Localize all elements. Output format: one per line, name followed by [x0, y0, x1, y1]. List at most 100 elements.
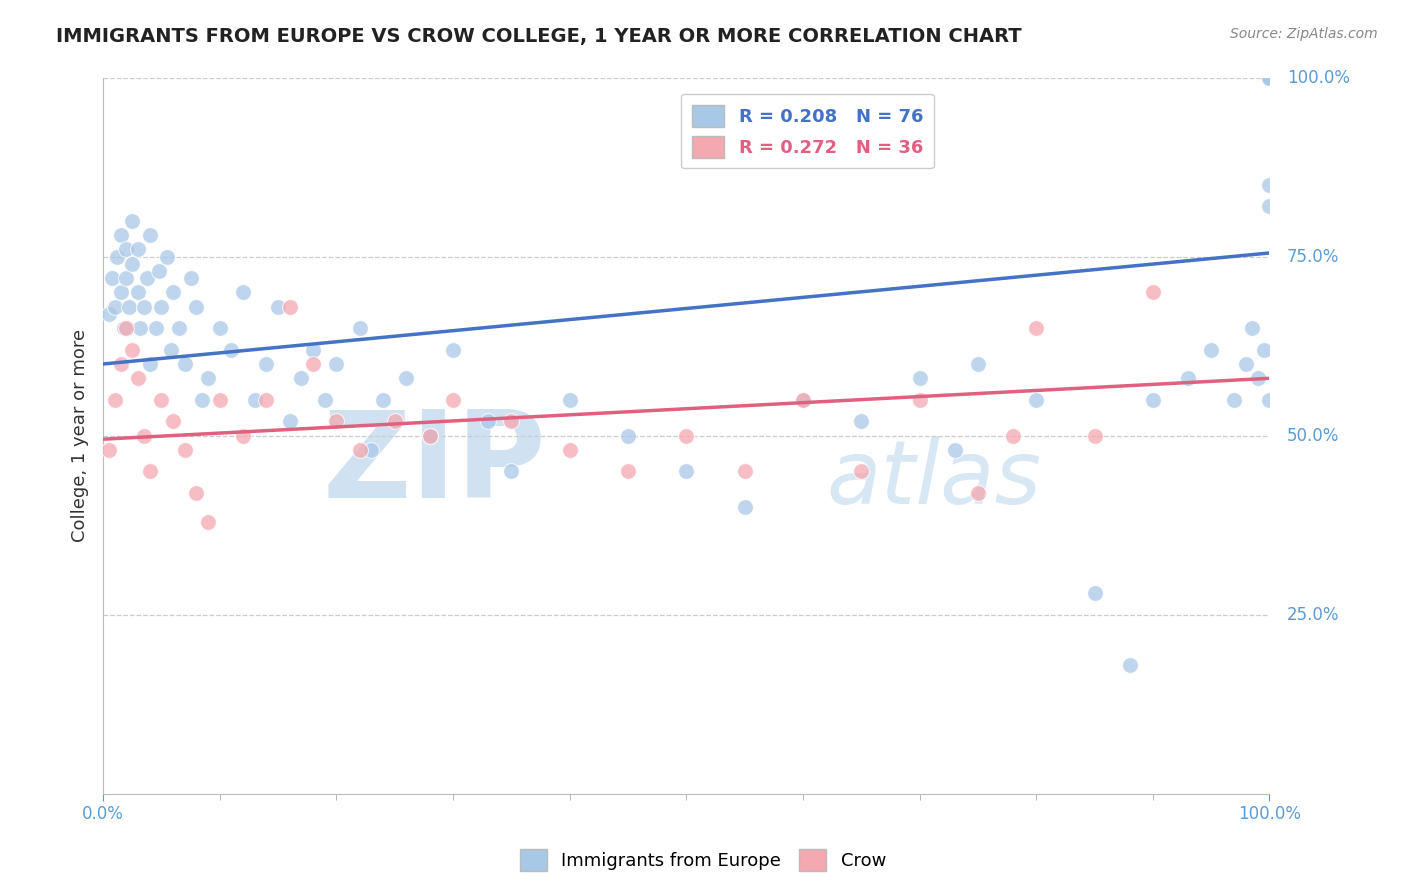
Point	[1142, 285, 1164, 300]
Point	[792, 392, 814, 407]
Point	[1234, 357, 1257, 371]
Point	[105, 250, 128, 264]
Point	[148, 264, 170, 278]
Point	[254, 392, 277, 407]
Point	[104, 300, 127, 314]
Point	[792, 392, 814, 407]
Point	[101, 271, 124, 285]
Point	[180, 271, 202, 285]
Point	[208, 392, 231, 407]
Point	[441, 392, 464, 407]
Point	[1025, 392, 1047, 407]
Point	[1223, 392, 1246, 407]
Text: ZIP: ZIP	[322, 406, 547, 523]
Point	[349, 442, 371, 457]
Point	[1118, 657, 1140, 672]
Point	[1253, 343, 1275, 357]
Point	[136, 271, 159, 285]
Point	[1258, 199, 1281, 213]
Point	[112, 321, 135, 335]
Y-axis label: College, 1 year or more: College, 1 year or more	[72, 329, 89, 542]
Point	[232, 428, 254, 442]
Point	[371, 392, 394, 407]
Point	[115, 321, 138, 335]
Point	[851, 464, 873, 478]
Point	[1258, 178, 1281, 192]
Point	[186, 486, 208, 500]
Text: 100.0%: 100.0%	[1286, 69, 1350, 87]
Point	[208, 321, 231, 335]
Point	[97, 307, 120, 321]
Point	[395, 371, 418, 385]
Point	[197, 371, 219, 385]
Point	[127, 243, 149, 257]
Point	[617, 464, 640, 478]
Point	[325, 357, 347, 371]
Point	[1258, 392, 1281, 407]
Point	[186, 300, 208, 314]
Point	[302, 343, 325, 357]
Legend: Immigrants from Europe, Crow: Immigrants from Europe, Crow	[513, 842, 893, 879]
Point	[967, 357, 990, 371]
Point	[132, 300, 155, 314]
Point	[167, 321, 190, 335]
Legend: R = 0.208   N = 76, R = 0.272   N = 36: R = 0.208 N = 76, R = 0.272 N = 36	[681, 94, 934, 169]
Text: 75.0%: 75.0%	[1286, 248, 1340, 266]
Point	[118, 300, 141, 314]
Point	[162, 414, 184, 428]
Point	[908, 371, 931, 385]
Point	[734, 464, 756, 478]
Point	[97, 442, 120, 457]
Point	[675, 464, 697, 478]
Point	[558, 442, 581, 457]
Point	[851, 414, 873, 428]
Point	[127, 285, 149, 300]
Point	[104, 392, 127, 407]
Point	[121, 213, 143, 227]
Point	[558, 392, 581, 407]
Point	[173, 357, 195, 371]
Point	[139, 464, 162, 478]
Text: 50.0%: 50.0%	[1286, 426, 1340, 444]
Point	[325, 414, 347, 428]
Point	[908, 392, 931, 407]
Point	[943, 442, 966, 457]
Point	[314, 392, 336, 407]
Point	[127, 371, 149, 385]
Point	[1025, 321, 1047, 335]
Point	[384, 414, 406, 428]
Point	[302, 357, 325, 371]
Point	[156, 250, 179, 264]
Point	[221, 343, 243, 357]
Point	[419, 428, 441, 442]
Point	[150, 300, 173, 314]
Point	[110, 285, 132, 300]
Point	[173, 442, 195, 457]
Point	[132, 428, 155, 442]
Point	[115, 243, 138, 257]
Point	[967, 486, 990, 500]
Point	[121, 343, 143, 357]
Point	[243, 392, 266, 407]
Point	[139, 357, 162, 371]
Point	[232, 285, 254, 300]
Point	[1258, 70, 1281, 85]
Point	[675, 428, 697, 442]
Point	[267, 300, 290, 314]
Point	[1199, 343, 1222, 357]
Point	[1177, 371, 1199, 385]
Point	[150, 392, 173, 407]
Point	[501, 464, 523, 478]
Point	[129, 321, 152, 335]
Point	[1258, 70, 1281, 85]
Point	[1001, 428, 1024, 442]
Point	[734, 500, 756, 515]
Text: 25.0%: 25.0%	[1286, 606, 1340, 624]
Point	[360, 442, 382, 457]
Point	[1142, 392, 1164, 407]
Point	[197, 515, 219, 529]
Point	[159, 343, 181, 357]
Point	[441, 343, 464, 357]
Point	[110, 357, 132, 371]
Point	[1083, 586, 1105, 600]
